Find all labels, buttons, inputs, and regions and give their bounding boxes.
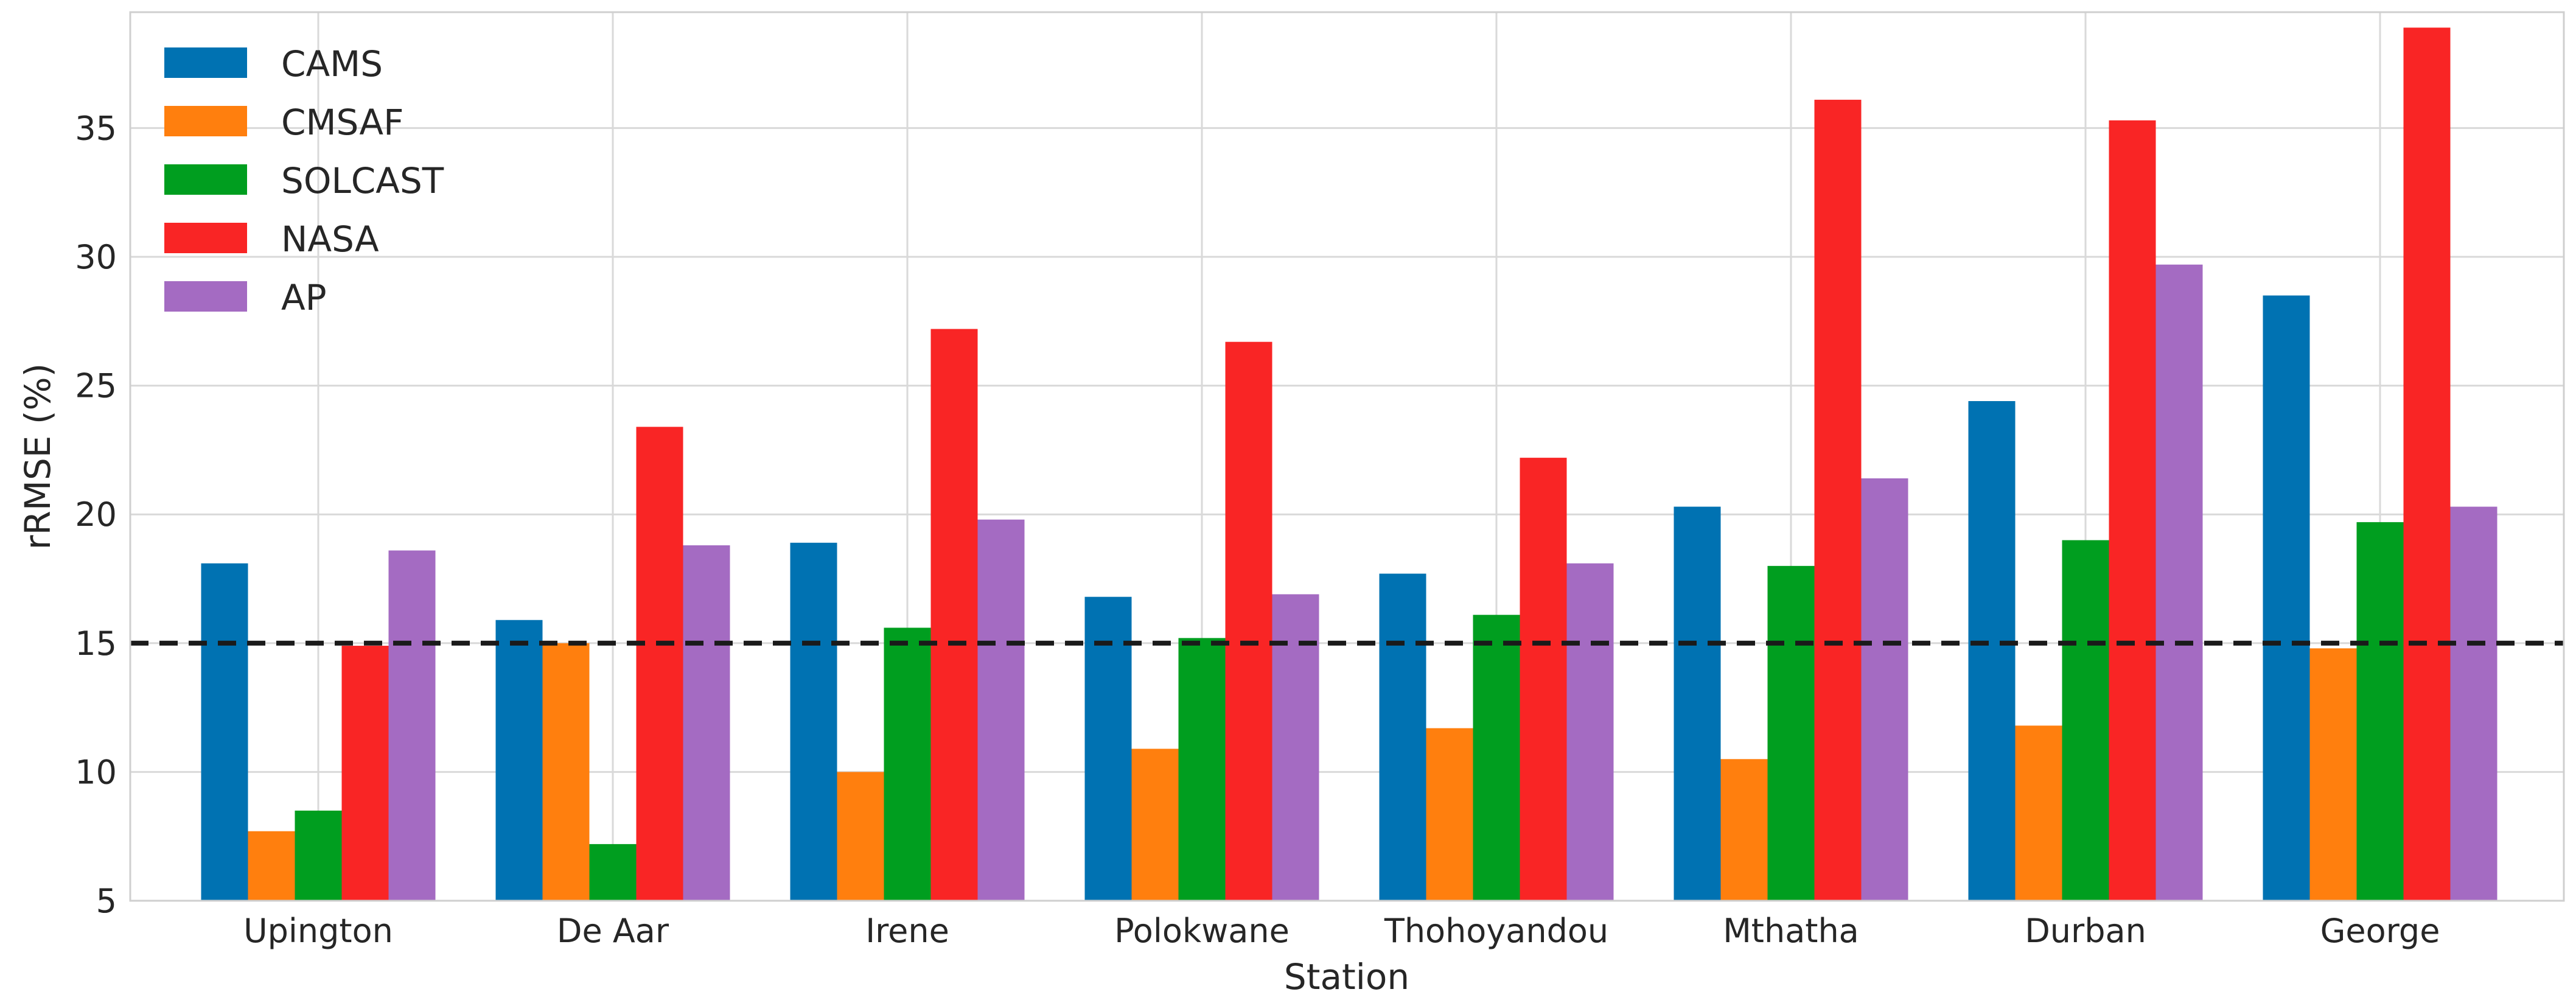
y-tick-label: 25 [75,367,117,405]
bar-cmsaf-de-aar [542,643,590,901]
legend-swatch-cams [164,47,247,78]
bar-nasa-mthatha [1814,99,1862,901]
bar-cams-de-aar [495,620,543,901]
bar-ap-mthatha [1861,478,1908,901]
y-tick-labels: 5 10 15 20 25 30 35 [75,109,117,920]
bar-nasa-upington [341,646,389,901]
x-axis-title: Station [1284,956,1409,998]
bar-solcast-irene [884,627,931,901]
bar-cams-polokwane [1084,596,1132,901]
legend-label-cams: CAMS [281,43,383,85]
plot-frame [129,11,2565,902]
x-tick-labels: Upington De Aar Irene Polokwane Thohoyandou M… [243,912,2440,950]
bar-solcast-upington [295,810,342,901]
y-tick-label: 20 [75,495,117,534]
x-tick-label: Irene [865,912,949,950]
bar-ap-de-aar [683,545,730,901]
legend-label-solcast: SOLCAST [281,160,444,201]
legend-label-ap: AP [281,277,327,318]
bar-solcast-durban [2062,540,2109,901]
bar-cams-thohoyandou [1379,573,1426,901]
bar-nasa-durban [2109,120,2156,901]
legend-swatch-ap [164,281,247,312]
y-tick-label: 15 [75,624,117,663]
bar-solcast-polokwane [1178,638,1226,901]
legend-label-nasa: NASA [281,218,379,260]
bar-cmsaf-irene [837,772,884,901]
x-tick-label: Thohoyandou [1384,912,1608,950]
bar-cmsaf-upington [248,831,295,901]
y-tick-label: 35 [75,109,117,147]
bar-nasa-irene [930,329,978,901]
legend-swatch-cmsaf [164,106,247,136]
bar-nasa-thohoyandou [1520,458,1567,901]
x-tick-label: Durban [2025,912,2146,950]
legend-swatch-nasa [164,223,247,253]
bar-cmsaf-george [2309,648,2357,901]
bar-solcast-george [2356,522,2404,901]
legend-swatch-solcast [164,164,247,195]
y-axis-title: rRMSE (%) [17,363,58,550]
bar-ap-durban [2155,264,2203,901]
y-tick-label: 30 [75,238,117,276]
x-tick-label: Mthatha [1723,912,1859,950]
bar-ap-polokwane [1272,594,1319,901]
bar-cams-durban [1968,401,2016,901]
x-tick-label: De Aar [557,912,669,950]
bar-cams-mthatha [1674,506,1721,901]
bar-cmsaf-mthatha [1720,759,1768,901]
x-tick-label: Polokwane [1114,912,1290,950]
x-tick-label: Upington [243,912,393,950]
bar-cmsaf-durban [2015,725,2062,901]
bar-ap-irene [977,519,1025,901]
bar-nasa-de-aar [636,427,683,901]
bar-cmsaf-thohoyandou [1426,728,1473,901]
bar-solcast-de-aar [589,844,637,901]
bar-ap-upington [388,550,436,901]
bar-cams-upington [201,563,248,901]
bar-solcast-thohoyandou [1473,615,1520,901]
legend-label-cmsaf: CMSAF [281,102,403,143]
y-tick-label: 5 [96,882,117,920]
x-tick-label: George [2320,912,2440,950]
bar-cams-george [2263,295,2310,901]
bar-ap-george [2450,506,2497,901]
legend: CAMS CMSAF SOLCAST NASA AP [164,43,444,318]
y-tick-label: 10 [75,753,117,791]
bar-ap-thohoyandou [1566,563,1614,901]
bar-solcast-mthatha [1767,565,1815,901]
bar-nasa-polokwane [1225,341,1272,901]
bar-cams-irene [790,542,837,901]
bar-nasa-george [2403,27,2451,901]
bar-cmsaf-polokwane [1131,749,1179,901]
